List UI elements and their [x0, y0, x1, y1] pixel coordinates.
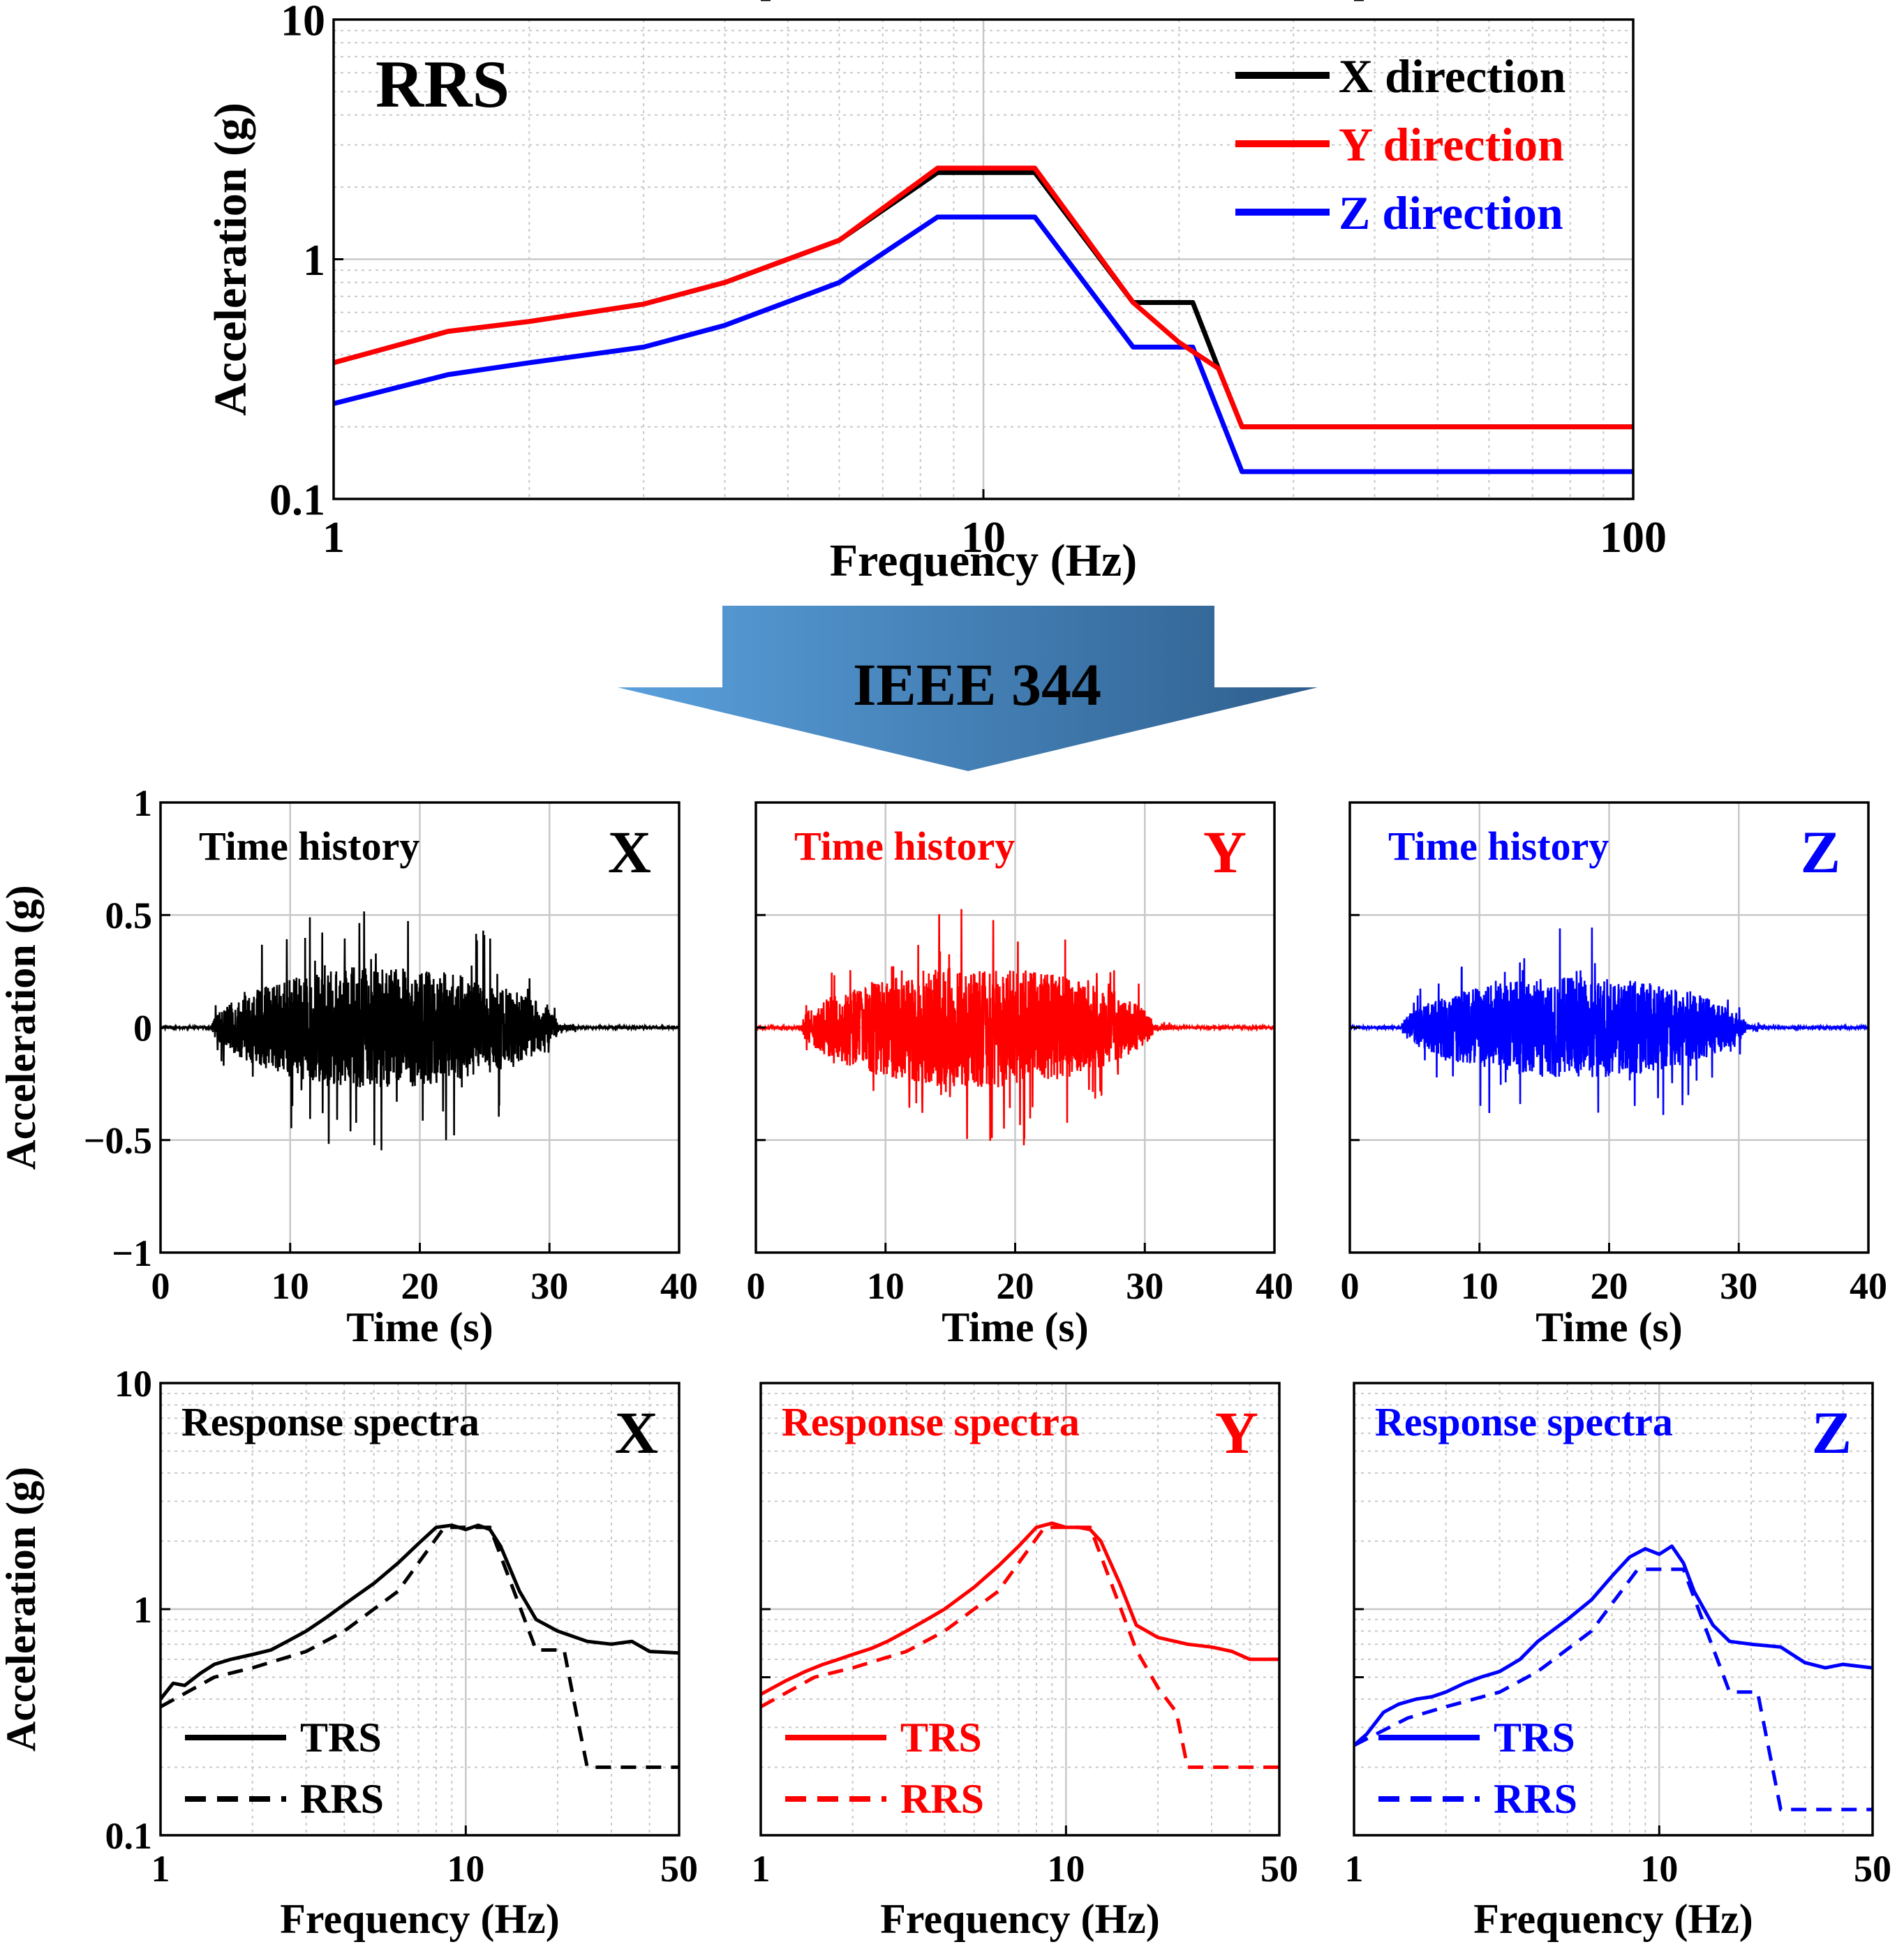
y-tick-label: 0: [133, 1007, 152, 1049]
y-tick-label: 1: [303, 235, 325, 285]
y-tick-label: 10: [114, 1363, 152, 1405]
th-y-direction-label: Y: [1203, 819, 1247, 886]
th-x-direction-label: X: [608, 819, 651, 886]
x-axis-label: Time (s): [1535, 1304, 1683, 1350]
x-axis-label: Time (s): [942, 1304, 1089, 1350]
rs-x-trs-line: [161, 1523, 679, 1701]
x-tick-label: 40: [1256, 1265, 1293, 1307]
rs-x-series-group: [161, 1523, 679, 1769]
th-x-title: Time history: [199, 823, 419, 869]
x-axis-label: Time (s): [346, 1304, 493, 1350]
rs-z-trs-line: [1354, 1544, 1873, 1747]
y-tick-label: 0.1: [105, 1815, 153, 1857]
th-z-direction-label: Z: [1801, 819, 1840, 886]
rrs-series-group: [334, 165, 1633, 475]
x-tick-label: 10: [1640, 1848, 1678, 1890]
y-tick-label: −1: [112, 1232, 152, 1274]
banner-label: IEEE 344: [853, 651, 1101, 718]
x-tick-label: 10: [961, 512, 1006, 562]
x-tick-label: 10: [1461, 1265, 1498, 1307]
x-tick-label: 30: [530, 1265, 568, 1307]
x-tick-label: 20: [401, 1265, 439, 1307]
x-tick-label: 10: [272, 1265, 309, 1307]
x-tick-label: 30: [1126, 1265, 1163, 1307]
rs-y-legend-label-rrs: RRS: [900, 1776, 984, 1822]
x-tick-label: 10: [1047, 1848, 1085, 1890]
rs-y-title: Response spectra: [782, 1399, 1080, 1444]
chart-th-y: 0 10 20 30 40 Time (s) Time history Y: [747, 801, 1293, 1350]
x-tick-label: 1: [151, 1848, 170, 1890]
rrs-line-z-direction: [334, 214, 1633, 475]
th-x-signal-line: [161, 911, 679, 1151]
rs-y-legend-label-trs: TRS: [900, 1715, 982, 1761]
x-tick-label: 40: [660, 1265, 698, 1307]
x-tick-label: 100: [1600, 512, 1667, 562]
ieee-344-arrow-banner: IEEE 344: [618, 606, 1318, 771]
rs-z-legend-label-trs: TRS: [1494, 1715, 1575, 1761]
x-axis-label: Frequency (Hz): [280, 1896, 559, 1942]
th-z-title: Time history: [1388, 823, 1609, 869]
rs-x-direction-label: X: [615, 1399, 658, 1466]
x-tick-label: 1: [322, 512, 345, 562]
chart-rs-z: 1 10 50 Frequency (Hz) Response spectra Z TRS R…: [1345, 0, 1891, 1942]
x-tick-label: 1: [752, 1848, 771, 1890]
legend-label-x-direction: X direction: [1339, 50, 1566, 103]
rs-y-rrs-line: [761, 1525, 1279, 1769]
rs-z-rrs-line: [1354, 1567, 1873, 1812]
arrow-banner-shape: [618, 606, 1318, 771]
rs-z-title: Response spectra: [1375, 1399, 1673, 1444]
x-tick-label: 20: [1591, 1265, 1628, 1307]
x-tick-label: 0: [151, 1265, 170, 1307]
x-tick-label: 0: [747, 1265, 766, 1307]
rs-z-legend-label-rrs: RRS: [1494, 1776, 1577, 1822]
x-tick-label: 1: [1345, 1848, 1364, 1890]
rs-x-title: Response spectra: [181, 1399, 479, 1444]
th-y-signal-line: [756, 909, 1274, 1146]
x-tick-label: 10: [867, 1265, 905, 1307]
x-axis-label: Frequency (Hz): [880, 1896, 1159, 1942]
x-tick-label: 10: [447, 1848, 484, 1890]
rs-x-rrs-line: [161, 1525, 679, 1769]
x-axis-label: Frequency (Hz): [830, 535, 1138, 586]
chart-rs-y: 1 10 50 Frequency (Hz) Response spectra Y TRS R…: [752, 0, 1298, 1942]
y-tick-label: 1: [133, 782, 152, 824]
rrs-line-y-direction: [334, 165, 1633, 430]
rs-y-trs-line: [761, 1521, 1279, 1696]
rs-x-legend-label-trs: TRS: [300, 1715, 382, 1761]
y-tick-label: 0.1: [269, 475, 325, 524]
x-tick-label: 50: [660, 1848, 698, 1890]
x-tick-label: 50: [1260, 1848, 1298, 1890]
y-tick-label: −0.5: [84, 1120, 152, 1162]
x-axis-label: Frequency (Hz): [1473, 1896, 1753, 1942]
x-tick-label: 50: [1854, 1848, 1891, 1890]
rs-z-direction-label: Z: [1812, 1399, 1852, 1466]
rs-x-legend-label-rrs: RRS: [300, 1776, 384, 1822]
x-tick-label: 40: [1850, 1265, 1887, 1307]
x-tick-label: 30: [1720, 1265, 1757, 1307]
th-z-signal-line: [1350, 927, 1868, 1115]
y-tick-label: 10: [281, 0, 325, 45]
chart-th-x: 0 10 20 30 40 −1 −0.5 0 0.5 1 Time (s) Acceleration…: [0, 782, 698, 1350]
x-tick-label: 0: [1341, 1265, 1360, 1307]
y-axis-label: Acceleration (g): [0, 1467, 44, 1752]
th-y-title: Time history: [794, 823, 1015, 869]
rs-y-direction-label: Y: [1215, 1399, 1258, 1466]
y-tick-label: 0.5: [105, 895, 153, 936]
chart-th-z: 0 10 20 30 40 Time (s) Time history Z: [1341, 801, 1887, 1350]
x-tick-label: 20: [997, 1265, 1034, 1307]
y-axis-label: Acceleration (g): [205, 103, 256, 416]
legend-label-y-direction: Y direction: [1339, 118, 1564, 171]
rs-z-series-group: [1354, 1544, 1873, 1812]
rrs-title: RRS: [375, 47, 510, 121]
legend-label-z-direction: Z direction: [1339, 186, 1563, 239]
y-axis-label: Acceleration (g): [0, 885, 44, 1170]
rs-y-series-group: [761, 1521, 1279, 1769]
y-tick-label: 1: [133, 1589, 152, 1631]
